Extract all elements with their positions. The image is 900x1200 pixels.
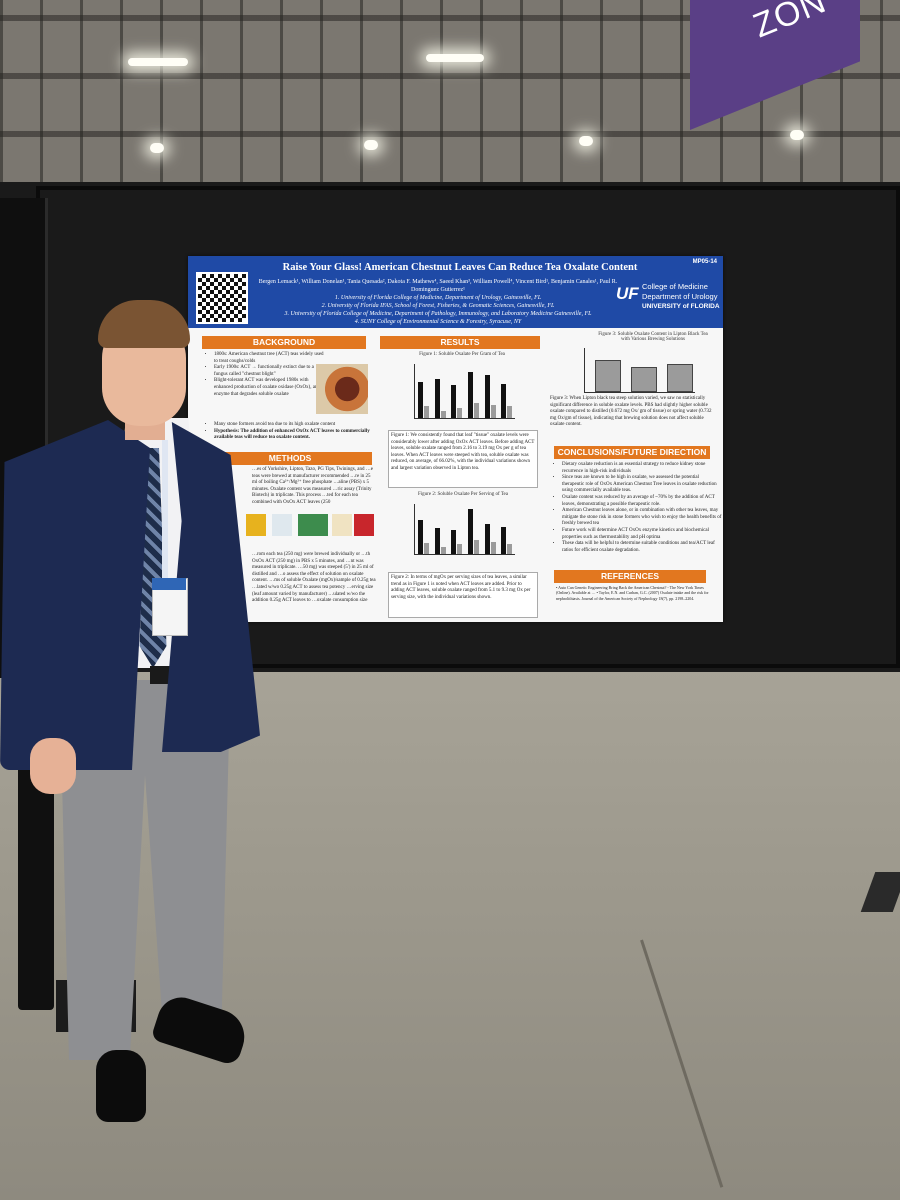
affiliation: 1. University of Florida College of Medi… bbox=[334, 295, 542, 301]
section-background: BACKGROUND bbox=[202, 336, 366, 349]
figure-bar-tea bbox=[468, 371, 473, 418]
ceiling-light bbox=[128, 58, 188, 66]
qr-code-icon bbox=[196, 272, 248, 324]
poster-header: Raise Your Glass! American Chestnut Leav… bbox=[188, 256, 723, 328]
figure-bar-tea bbox=[468, 509, 473, 554]
ceiling-light bbox=[790, 130, 804, 140]
poster-title: Raise Your Glass! American Chestnut Leav… bbox=[282, 262, 638, 273]
background-item: Hypothesis: The addition of enhanced OxO… bbox=[214, 429, 380, 442]
figure3-bars bbox=[585, 348, 695, 392]
figure3-chart bbox=[584, 348, 695, 393]
methods-text-2: …rom each tea (250 mg) were brewed indiv… bbox=[252, 552, 376, 604]
institution-logo: UF College of Medicine Department of Uro… bbox=[616, 282, 720, 320]
ceiling-light bbox=[426, 54, 484, 62]
research-poster: Raise Your Glass! American Chestnut Leav… bbox=[188, 256, 723, 622]
figure-bar-act bbox=[474, 539, 479, 554]
poster-id: MP05-14 bbox=[692, 259, 717, 265]
figure-bar-tea bbox=[418, 382, 423, 418]
figure-bar-act bbox=[424, 406, 429, 418]
chestnut-photo bbox=[316, 364, 368, 414]
background-item: 1800s: American chestnut tree (ACT) teas… bbox=[214, 352, 324, 365]
name-badge-strip bbox=[152, 578, 186, 590]
figure2-title: Figure 2: Soluble Oxalate Per Serving of… bbox=[418, 492, 508, 497]
figure2-caption: Figure 2: In terms of mgOx per serving s… bbox=[388, 572, 538, 618]
conclusion-item: Since teas are known to be high in oxala… bbox=[562, 475, 722, 495]
figure-bar-tea bbox=[418, 520, 423, 554]
figure-bar-act bbox=[490, 404, 496, 418]
section-conclusions: CONCLUSIONS/FUTURE DIRECTION bbox=[554, 446, 710, 459]
figure2-chart bbox=[414, 504, 515, 555]
references-text: • Auto Can Genetic Engineering Bring Bac… bbox=[556, 585, 709, 601]
figure-bar-act bbox=[457, 544, 463, 554]
uf-logo-icon: UF bbox=[616, 284, 639, 303]
figure1-title: Figure 1: Soluble Oxalate Per Gram of Te… bbox=[419, 352, 505, 357]
tea-package bbox=[272, 514, 292, 536]
figure-bar-tea bbox=[451, 385, 457, 418]
tea-package bbox=[354, 514, 374, 536]
figure-bar-tea bbox=[484, 524, 490, 554]
affiliation: 4. SUNY College of Environmental Science… bbox=[354, 319, 522, 325]
figure3-bar bbox=[631, 366, 657, 392]
figure-bar-tea bbox=[484, 374, 490, 418]
figure1-chart bbox=[414, 364, 515, 419]
person-hand bbox=[30, 738, 76, 794]
section-methods: METHODS bbox=[208, 452, 372, 465]
background-item: Blight-tolerant ACT was developed 1980s … bbox=[214, 378, 324, 398]
figure-bar-act bbox=[507, 543, 513, 554]
institution-line: UNIVERSITY of FLORIDA bbox=[642, 303, 720, 310]
poster-authors: Bergen Lemack¹, William Donelan¹, Tania … bbox=[258, 278, 618, 326]
conclusion-item: Dietary oxalate reduction is an essentia… bbox=[562, 462, 722, 475]
figure-bar-act bbox=[474, 403, 479, 418]
figure3-bar bbox=[595, 360, 621, 392]
person-lanyard bbox=[162, 440, 168, 580]
figure-bar-tea bbox=[434, 379, 440, 418]
figure-bar-act bbox=[440, 410, 446, 418]
background-list-wide: Many stone formers avoid tea due to its … bbox=[206, 422, 380, 442]
affiliation: 2. University of Florida IFAS, School of… bbox=[321, 303, 555, 309]
person-jacket bbox=[0, 420, 150, 770]
affiliation: 3. University of Florida College of Medi… bbox=[284, 311, 592, 317]
ceiling-light bbox=[364, 140, 378, 150]
figure-bar-tea bbox=[434, 527, 440, 554]
institution-name: College of Medicine Department of Urolog… bbox=[642, 282, 722, 312]
ceiling-light bbox=[150, 143, 164, 153]
ceiling-light bbox=[579, 136, 593, 146]
tea-package bbox=[298, 514, 328, 536]
section-references: REFERENCES bbox=[554, 570, 706, 583]
person-shoe bbox=[96, 1050, 146, 1122]
figure-bar-act bbox=[507, 406, 513, 418]
figure-bar-tea bbox=[501, 527, 507, 554]
conclusion-item: Future work will determine ACT OxOx enzy… bbox=[562, 528, 722, 541]
conclusions-list: Dietary oxalate reduction is an essentia… bbox=[554, 462, 722, 554]
author-list: Bergen Lemack¹, William Donelan¹, Tania … bbox=[258, 279, 618, 293]
person-hair bbox=[98, 300, 190, 348]
figure-bar-act bbox=[490, 542, 496, 554]
figure1-caption: Figure 1: We consistently found that lea… bbox=[388, 430, 538, 488]
background-item: Many stone formers avoid tea due to its … bbox=[214, 422, 380, 429]
section-results: RESULTS bbox=[380, 336, 540, 349]
figure-bar-act bbox=[424, 543, 429, 554]
institution-line: College of Medicine bbox=[642, 282, 708, 291]
figure2-bars bbox=[415, 504, 515, 554]
background-item: Early 1900s: ACT → functionally extinct … bbox=[214, 365, 324, 378]
conclusion-item: Oxalate content was reduced by an averag… bbox=[562, 495, 722, 508]
figure3-caption: Figure 3: When Lipton black tea steep so… bbox=[550, 396, 712, 428]
figure-bar-tea bbox=[501, 383, 507, 418]
conclusion-item: American Chestnut leaves alone, or in co… bbox=[562, 508, 722, 528]
tea-package bbox=[246, 514, 266, 536]
institution-line: Department of Urology bbox=[642, 292, 718, 301]
figure1-bars bbox=[415, 364, 515, 418]
figure3-title: Figure 3: Soluble Oxalate Content in Lip… bbox=[598, 332, 708, 342]
conclusion-item: These data will be helpful to determine … bbox=[562, 541, 722, 554]
background-list: 1800s: American chestnut tree (ACT) teas… bbox=[206, 352, 324, 398]
tea-package bbox=[332, 514, 352, 536]
methods-text: …es of Yorkshire, Lipton, Tazo, PG Tips,… bbox=[252, 467, 373, 505]
figure-bar-tea bbox=[451, 529, 457, 554]
figure-bar-act bbox=[440, 546, 446, 554]
figure-bar-act bbox=[457, 407, 463, 418]
figure3-bar bbox=[667, 364, 693, 392]
